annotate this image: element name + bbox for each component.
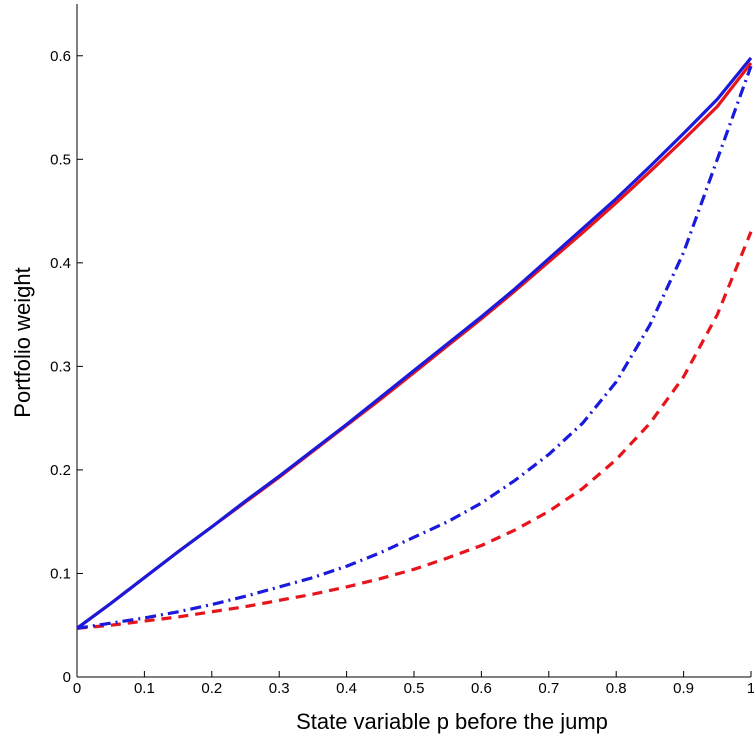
- x-tick-label: 0.3: [269, 680, 290, 697]
- series-line-4: [76, 65, 753, 630]
- x-axis-ticks: 0 0.1 0.2 0.3 0.4 0.5 0.6 0.7 0.8 0.9 1: [73, 671, 754, 697]
- x-tick-label: 1: [747, 680, 754, 697]
- y-tick-label: 0.3: [50, 358, 71, 375]
- x-tick-label: 0.8: [606, 680, 627, 697]
- series-group: [76, 56, 753, 630]
- y-tick-label: 0.2: [50, 462, 71, 479]
- y-tick-label: 0: [63, 669, 71, 686]
- y-tick-label: 0.6: [50, 48, 71, 65]
- y-axis-ticks: 0 0.1 0.2 0.3 0.4 0.5 0.6: [50, 48, 83, 686]
- x-tick-label: 0: [73, 680, 81, 697]
- x-tick-label: 0.5: [404, 680, 425, 697]
- x-tick-label: 0.7: [538, 680, 559, 697]
- series-line-1: [76, 62, 753, 630]
- x-tick-label: 0.2: [201, 680, 222, 697]
- y-tick-label: 0.5: [50, 151, 71, 168]
- series-line-2: [76, 56, 753, 630]
- y-tick-label: 0.1: [50, 565, 71, 582]
- x-axis-label: State variable p before the jump: [296, 709, 608, 734]
- x-tick-label: 0.4: [336, 680, 357, 697]
- x-tick-label: 0.1: [134, 680, 155, 697]
- y-tick-label: 0.4: [50, 255, 71, 272]
- plot-area: 0 0.1 0.2 0.3 0.4 0.5 0.6 0.7 0.8 0.9 1 0 0.1 0.2 0.3…: [50, 4, 754, 697]
- series-line-3: [76, 231, 753, 630]
- x-tick-label: 0.6: [471, 680, 492, 697]
- y-axis-label: Portfolio weight: [10, 267, 35, 417]
- x-tick-label: 0.9: [673, 680, 694, 697]
